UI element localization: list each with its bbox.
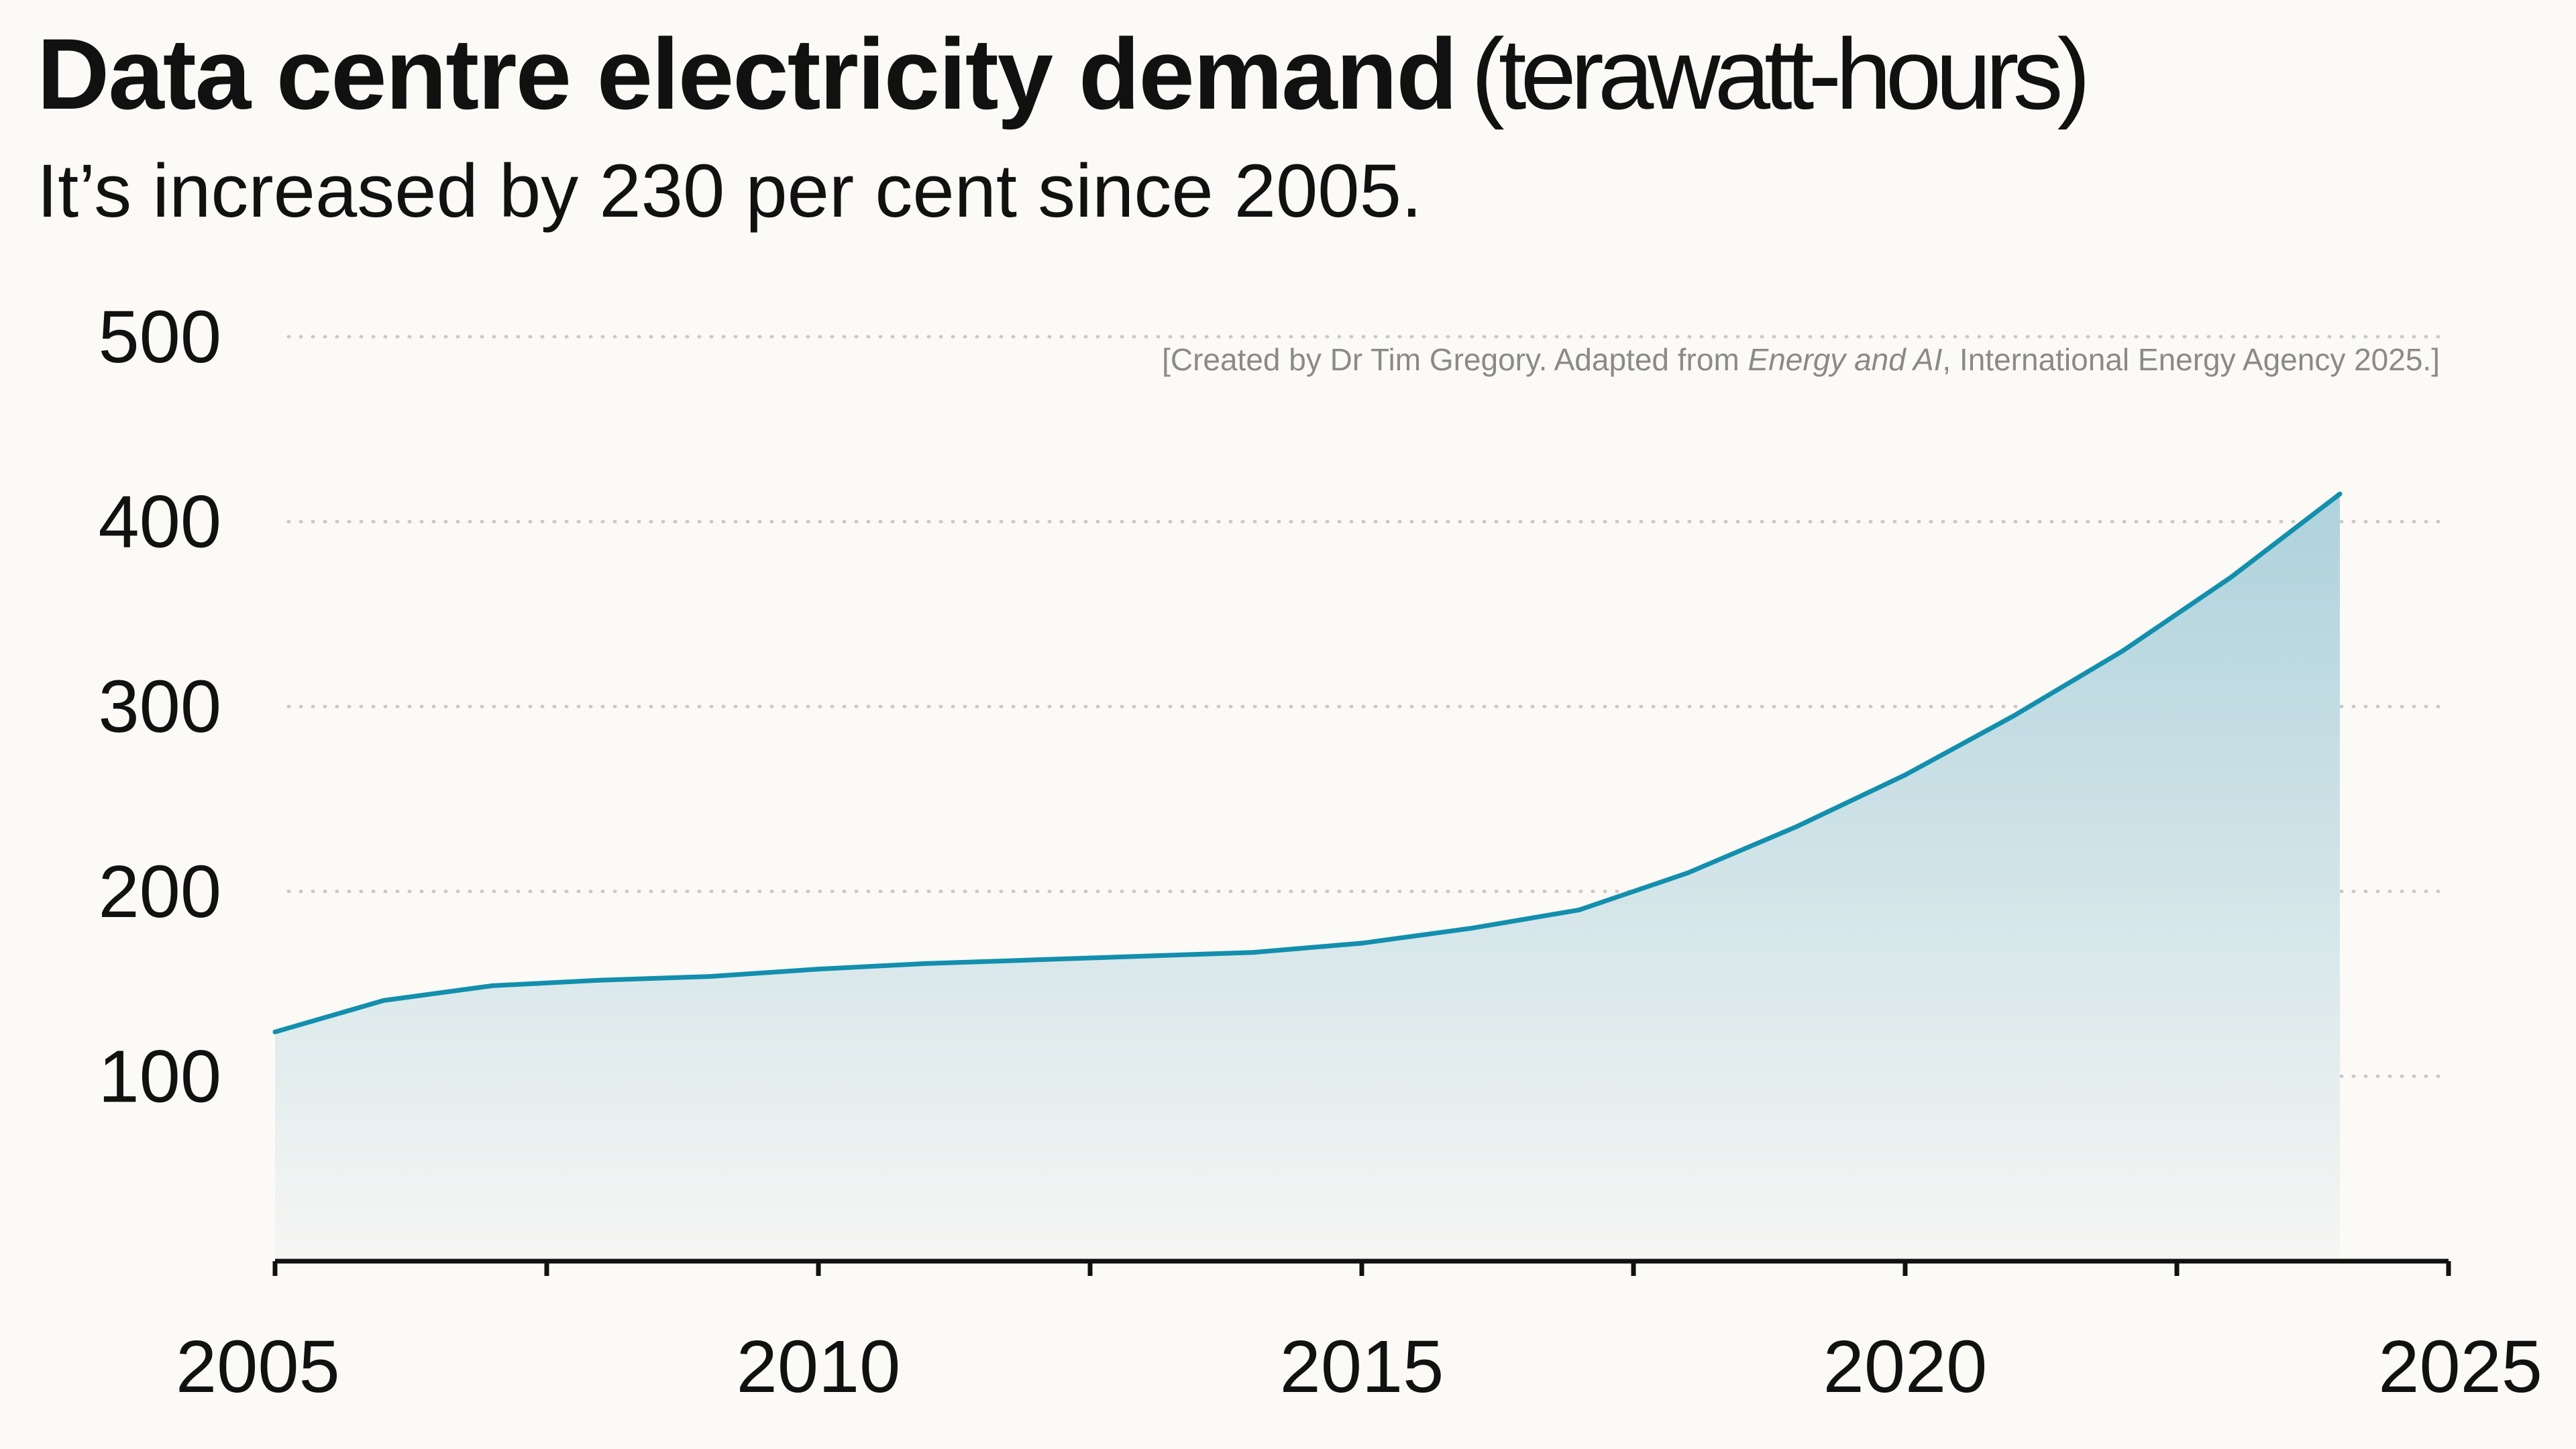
data-point-2007: [490, 983, 495, 988]
credit-suffix: , International Energy Agency 2025.]: [1942, 342, 2440, 377]
credit-prefix: [Created by Dr Tim Gregory. Adapted from: [1162, 342, 1748, 377]
data-point-2006: [381, 998, 386, 1003]
y-tick-label-200: 200: [98, 851, 221, 933]
data-point-2010: [816, 967, 821, 972]
series-line: [274, 492, 2342, 1034]
data-point-2013: [1142, 953, 1147, 959]
y-axis-ticks: 100 200 300 400 500: [98, 296, 221, 1118]
chart-title-main: Data centre electricity demand: [37, 17, 1458, 130]
x-tick-label-2010: 2010: [737, 1326, 901, 1408]
data-point-2019: [1794, 824, 1799, 829]
credit-source-title: Energy and AI: [1748, 342, 1943, 377]
data-point-2016: [1468, 926, 1473, 931]
chart-title: Data centre electricity demand (terawatt-…: [37, 13, 2091, 134]
chart-title-unit: (terawatt-hours): [1470, 17, 2091, 130]
x-axis-ticks: 2005 2010 2015 2020 2025: [176, 1261, 2542, 1408]
x-tick-label-2015: 2015: [1280, 1326, 1444, 1408]
x-tick-label-2025: 2025: [2378, 1326, 2542, 1408]
data-point-2022: [2120, 649, 2125, 654]
data-point-2008: [598, 977, 604, 983]
data-point-2017: [1576, 907, 1582, 912]
data-point-2021: [2011, 713, 2017, 718]
y-tick-label-300: 300: [98, 665, 221, 748]
source-credit: [Created by Dr Tim Gregory. Adapted from…: [1162, 342, 2440, 377]
data-point-2009: [707, 974, 712, 979]
y-tick-label-500: 500: [98, 296, 221, 378]
y-tick-label-400: 400: [98, 481, 221, 564]
x-tick-label-2005: 2005: [176, 1326, 340, 1408]
x-tick-label-2020: 2020: [1823, 1326, 1988, 1408]
data-point-2018: [1685, 870, 1690, 875]
data-point-2014: [1250, 950, 1256, 955]
data-point-2023: [2229, 574, 2234, 580]
series-points: [272, 491, 2343, 1034]
data-point-2015: [1359, 941, 1364, 946]
data-point-2012: [1033, 957, 1038, 963]
data-point-2020: [1902, 772, 1908, 777]
chart-subtitle: It’s increased by 230 per cent since 200…: [37, 149, 1422, 233]
data-point-2005: [272, 1029, 278, 1034]
area-fill: [275, 494, 2340, 1261]
y-tick-label-100: 100: [98, 1035, 221, 1118]
data-point-2011: [924, 961, 930, 966]
data-point-2024: [2337, 491, 2343, 496]
